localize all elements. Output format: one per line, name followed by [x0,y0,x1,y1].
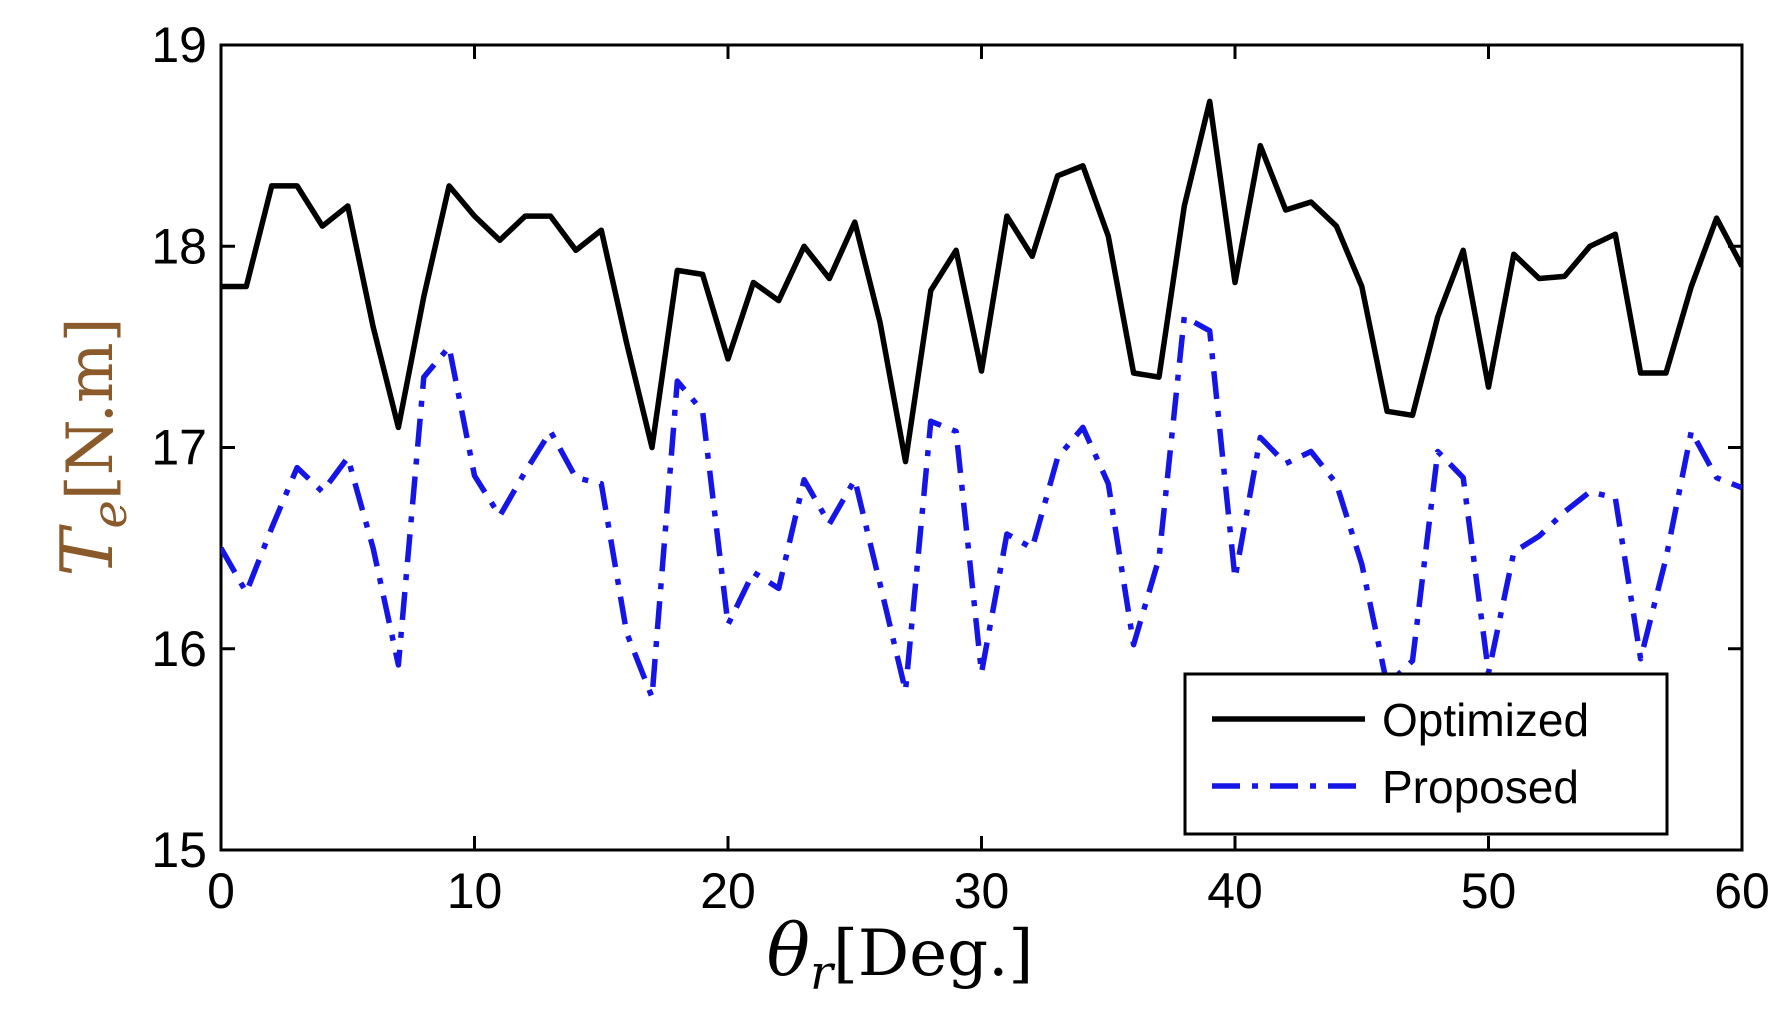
x-axis-ticks: 0 10 20 30 40 50 60 [207,45,1770,919]
x-tick-label: 0 [207,863,235,919]
legend-label-optimized: Optimized [1382,694,1589,746]
x-tick-label: 60 [1714,863,1770,919]
x-tick-label: 50 [1461,863,1517,919]
y-tick-label: 17 [151,420,207,476]
x-axis-unit: [Deg.] [833,917,1033,991]
y-tick-label: 19 [151,17,207,73]
y-tick-label: 16 [151,621,207,677]
legend-box [1183,672,1669,836]
x-axis-symbol: θ [767,908,810,992]
x-tick-label: 10 [447,863,503,919]
x-axis-label: θr[Deg.] [767,908,1034,1001]
y-axis-label: Te[N.m] [45,317,138,576]
y-axis-ticks: 15 16 17 18 19 [151,17,1742,878]
legend-label-proposed: Proposed [1382,761,1579,813]
y-axis-unit: [N.m] [54,317,128,500]
y-axis-subscript: e [82,500,138,528]
y-tick-label: 15 [151,822,207,878]
series-line-optimized [221,98,1742,465]
legend: Optimized Proposed [1183,672,1669,836]
x-tick-label: 40 [1207,863,1263,919]
y-axis-symbol: T [45,524,129,577]
y-tick-label: 18 [151,218,207,274]
x-tick-label: 20 [700,863,756,919]
x-tick-label: 30 [954,863,1010,919]
x-axis-subscript: r [810,945,836,1001]
